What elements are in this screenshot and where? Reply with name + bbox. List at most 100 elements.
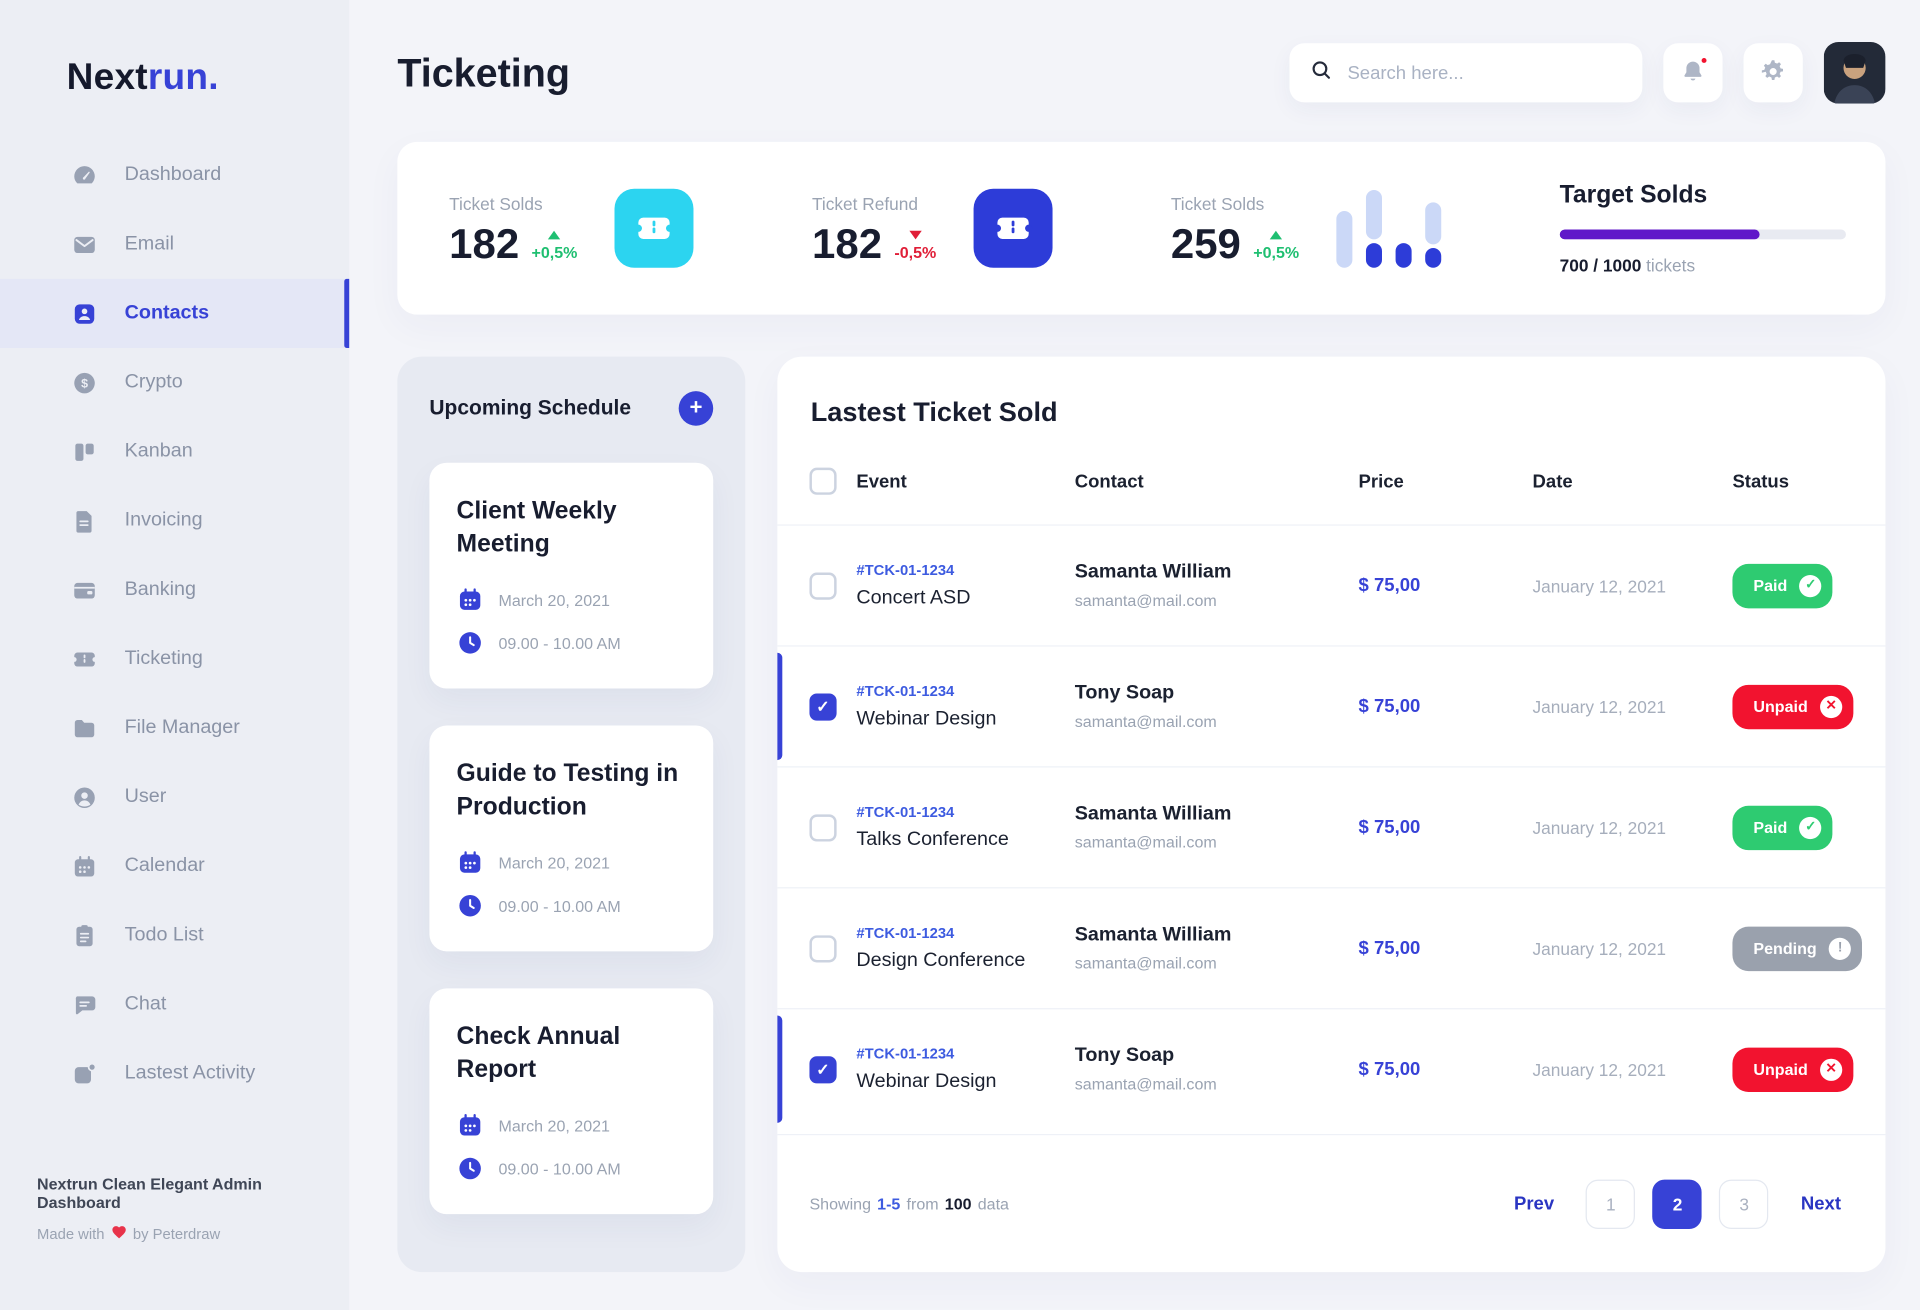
- schedule-heading: Upcoming Schedule: [429, 396, 632, 420]
- arrow-up-icon: [1270, 231, 1283, 240]
- table-row[interactable]: #TCK-01-1234 Concert ASD Samanta William sa…: [777, 524, 1886, 645]
- ticket-id: #TCK-01-1234: [856, 682, 955, 700]
- sidebar-item-banking[interactable]: Banking: [0, 555, 349, 624]
- chart-bar: [1336, 211, 1353, 268]
- ticket-id: #TCK-01-1234: [856, 924, 955, 942]
- row-checkbox[interactable]: [809, 571, 837, 600]
- clock-icon: [457, 1155, 484, 1182]
- chat-icon: [72, 991, 98, 1017]
- table-row[interactable]: #TCK-01-1234 Design Conference Samanta Wil…: [777, 887, 1886, 1008]
- notification-button[interactable]: [1663, 43, 1723, 103]
- sidebar-item-user[interactable]: User: [0, 763, 349, 832]
- stat-label: Ticket Solds: [449, 193, 543, 214]
- price: $ 75,00: [1358, 575, 1421, 596]
- stat-value: 259: [1170, 220, 1241, 268]
- schedule-card-title: Check Annual Report: [456, 1022, 621, 1084]
- page-button-1[interactable]: 1: [1586, 1179, 1636, 1229]
- sidebar-item-label: Email: [124, 233, 175, 255]
- stat-delta: -0,5%: [894, 231, 936, 263]
- table-header: Event Contact Price Date Status: [777, 438, 1885, 524]
- sidebar-item-label: File Manager: [124, 716, 240, 738]
- row-checkbox[interactable]: ✓: [809, 692, 837, 720]
- kanban-icon: [72, 439, 98, 465]
- status-icon: ✓: [1799, 574, 1822, 597]
- clock-icon: [457, 892, 484, 919]
- sidebar-item-ticketing[interactable]: Ticketing: [0, 624, 349, 693]
- activity-icon: [72, 1061, 98, 1087]
- contact-name: Samanta William: [1074, 803, 1232, 825]
- settings-button[interactable]: [1743, 43, 1803, 103]
- stat-value: 182: [812, 220, 883, 268]
- target-solds: Target Solds 700 / 1000 tickets: [1559, 181, 1856, 275]
- table-row[interactable]: ✓ #TCK-01-1234 Webinar Design Tony Soap sama…: [777, 1008, 1886, 1129]
- sidebar-item-todo-list[interactable]: Todo List: [0, 901, 349, 970]
- schedule-card-title: Guide to Testing in Production: [456, 760, 679, 821]
- search-input[interactable]: [1347, 62, 1623, 84]
- sidebar-item-invoicing[interactable]: Invoicing: [0, 486, 349, 555]
- row-checkbox[interactable]: ✓: [809, 1055, 837, 1083]
- sidebar-item-chat[interactable]: Chat: [0, 970, 349, 1039]
- bell-icon: [1679, 57, 1706, 88]
- date: January 12, 2021: [1532, 817, 1667, 838]
- calendar-icon: [457, 1112, 484, 1139]
- price: $ 75,00: [1358, 937, 1421, 959]
- crypto-icon: $: [72, 370, 98, 396]
- chart-bar: [1365, 190, 1382, 268]
- schedule-time: 09.00 - 10.00 AM: [498, 633, 621, 653]
- search-icon: [1309, 58, 1332, 88]
- stat-value: 182: [449, 220, 520, 268]
- avatar[interactable]: [1823, 41, 1886, 104]
- event-name: Webinar Design: [856, 708, 997, 730]
- contact-name: Tony Soap: [1074, 682, 1175, 704]
- calendar-icon: [457, 849, 484, 876]
- sidebar-item-file-manager[interactable]: File Manager: [0, 693, 349, 762]
- sidebar-item-crypto[interactable]: $ Crypto: [0, 348, 349, 417]
- notification-dot: [1699, 55, 1709, 66]
- sidebar-item-label: Kanban: [124, 440, 193, 462]
- sidebar-item-calendar[interactable]: Calendar: [0, 832, 349, 901]
- next-button[interactable]: Next: [1800, 1193, 1842, 1215]
- showing-text: Showing 1-5 from 100 data: [809, 1194, 1009, 1213]
- table-row[interactable]: #TCK-01-1234 Talks Conference Samanta Will…: [777, 766, 1886, 887]
- date: January 12, 2021: [1532, 938, 1667, 959]
- table-row[interactable]: ✓ #TCK-01-1234 Webinar Design Tony Soap sama…: [777, 645, 1886, 766]
- page-title: Ticketing: [397, 49, 570, 95]
- arrow-up-icon: [548, 231, 561, 240]
- row-checkbox[interactable]: [809, 813, 837, 841]
- sidebar-item-kanban[interactable]: Kanban: [0, 417, 349, 486]
- svg-text:$: $: [81, 376, 88, 390]
- row-checkbox[interactable]: [809, 934, 837, 962]
- search-box[interactable]: [1289, 43, 1643, 103]
- schedule-time: 09.00 - 10.00 AM: [498, 896, 621, 915]
- column-event: Event: [856, 470, 907, 492]
- page-button-2[interactable]: 2: [1652, 1179, 1703, 1229]
- sidebar-item-lastest-activity[interactable]: Lastest Activity: [0, 1039, 349, 1108]
- event-name: Design Conference: [856, 950, 1026, 972]
- sidebar-item-label: Lastest Activity: [124, 1062, 256, 1084]
- banking-icon: [72, 577, 98, 603]
- chart-bar: [1395, 243, 1412, 268]
- topbar-right: [1289, 41, 1886, 104]
- page-button-3[interactable]: 3: [1719, 1179, 1769, 1229]
- event-name: Talks Conference: [856, 829, 1009, 851]
- prev-button[interactable]: Prev: [1513, 1193, 1555, 1215]
- add-schedule-button[interactable]: +: [678, 391, 714, 426]
- ticket-id: #TCK-01-1234: [856, 561, 955, 579]
- sidebar-item-label: Banking: [124, 578, 196, 600]
- sidebar-item-email[interactable]: Email: [0, 210, 349, 279]
- contact-email: samanta@mail.com: [1074, 1074, 1217, 1094]
- sidebar-item-dashboard[interactable]: Dashboard: [0, 141, 349, 210]
- schedule-card[interactable]: Check Annual Report March 20, 2021 09.00 -…: [429, 988, 714, 1215]
- schedule-date: March 20, 2021: [498, 853, 610, 872]
- schedule-card[interactable]: Client Weekly Meeting March 20, 2021 09.00…: [429, 462, 714, 689]
- ticket-icon-tile-blue: [973, 188, 1053, 268]
- price: $ 75,00: [1358, 695, 1421, 717]
- contact-email: samanta@mail.com: [1074, 591, 1217, 610]
- contact-email: samanta@mail.com: [1074, 832, 1217, 852]
- header-checkbox[interactable]: [809, 467, 837, 495]
- sidebar-item-contacts[interactable]: Contacts: [0, 278, 350, 348]
- schedule-card[interactable]: Guide to Testing in Production March 20, …: [429, 725, 714, 952]
- status-badge: Unpaid ✕: [1732, 1046, 1854, 1092]
